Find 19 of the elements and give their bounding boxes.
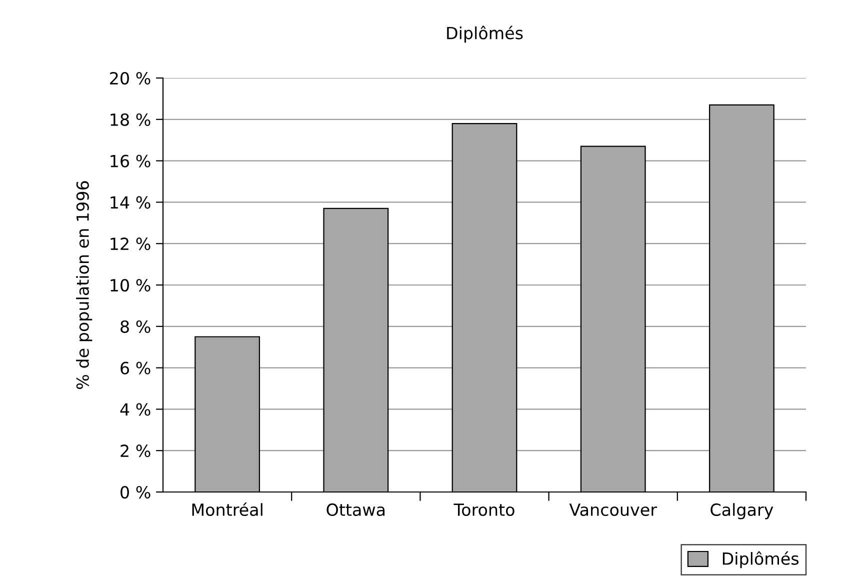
x-tick-label: Toronto	[454, 504, 514, 516]
y-tick-label: 14 %	[110, 196, 150, 209]
legend-label: Diplômés	[722, 551, 799, 568]
y-tick-label: 12 %	[110, 238, 150, 250]
y-tick-label: 8 %	[120, 320, 150, 333]
chart-title: Diplômés	[447, 26, 523, 43]
y-tick-label: 16 %	[110, 154, 150, 168]
x-tick-label: Calgary	[710, 503, 774, 520]
y-tick-label: 6 %	[120, 362, 150, 374]
x-tick-label: Ottawa	[326, 503, 385, 516]
x-tick-label: Montréal	[192, 502, 262, 516]
y-axis-title: % de population en 1996	[76, 181, 92, 389]
x-tick-label: Vancouver	[569, 504, 657, 516]
y-tick-label: 4 %	[120, 403, 150, 416]
y-tick-label: 10 %	[110, 278, 150, 292]
y-tick-label: 20 %	[110, 72, 150, 85]
y-tick-label: 18 %	[110, 113, 150, 126]
y-tick-label: 2 %	[120, 444, 150, 458]
y-tick-label: 0 %	[120, 486, 150, 499]
